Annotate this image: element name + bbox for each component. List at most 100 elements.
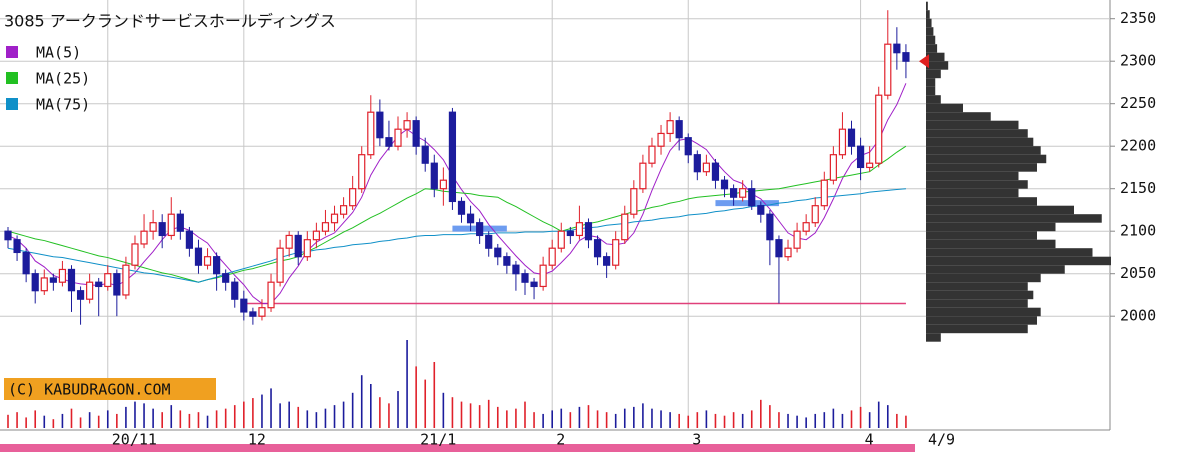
profile-bar: [926, 112, 991, 121]
volume-bar: [106, 410, 109, 428]
profile-bar: [926, 231, 1037, 240]
plot: [4, 1, 1111, 428]
volume-bar: [868, 412, 871, 428]
x-tick-label: 3: [692, 431, 701, 449]
candle-body: [466, 213, 475, 224]
y-tick-label: 2250: [1120, 94, 1156, 112]
profile-bar: [926, 333, 941, 342]
candle-body: [185, 230, 193, 249]
volume-bar: [605, 412, 608, 428]
candle-body: [584, 222, 593, 241]
volume-bar: [515, 408, 517, 428]
volume-bar: [850, 410, 853, 428]
candle-body: [457, 200, 466, 215]
candle-body: [240, 298, 248, 313]
y-tick-label: 2150: [1120, 179, 1156, 197]
volume-bar: [533, 412, 535, 428]
ma-line: [7, 145, 907, 283]
volume-bar: [596, 410, 599, 428]
candle-body: [339, 205, 348, 215]
volume-bar: [587, 405, 590, 428]
profile-bar: [926, 129, 1028, 138]
volume-bar: [79, 417, 82, 428]
candle-body: [775, 239, 783, 258]
volume-bar: [243, 401, 245, 428]
volume-bar: [34, 410, 37, 428]
candle-body: [403, 120, 411, 130]
candle-body: [539, 264, 547, 288]
volume-bar: [197, 412, 200, 428]
candle-body: [702, 162, 710, 173]
candle-body: [312, 230, 320, 241]
candle-body: [657, 132, 665, 147]
profile-bar: [926, 205, 1074, 215]
profile-bar: [926, 222, 1056, 232]
candle-body: [95, 281, 103, 288]
volume-bar: [116, 413, 118, 428]
volume-bar: [143, 403, 145, 428]
candle-body: [358, 154, 366, 190]
candle-body: [548, 247, 556, 266]
profile-bar: [926, 248, 1093, 257]
x-tick-label: 12: [248, 431, 266, 449]
volume-bar: [760, 399, 762, 428]
candle-body: [31, 273, 39, 292]
volume-bar: [877, 401, 880, 428]
candle-body: [40, 277, 48, 292]
profile-bar: [926, 103, 963, 113]
volume-bar: [805, 417, 807, 428]
candle-body: [711, 162, 720, 181]
volume-bar: [424, 379, 427, 428]
legend-swatch: [6, 72, 18, 84]
profile-bar: [926, 44, 938, 53]
candle-body: [675, 120, 683, 139]
candle-body: [149, 222, 157, 232]
candle-body: [249, 311, 257, 317]
profile-bar: [926, 171, 1019, 181]
volume-bar: [333, 405, 336, 428]
volume-bar: [451, 397, 454, 428]
candle-body: [376, 111, 384, 139]
volume-bar: [388, 403, 390, 428]
candle-body: [22, 251, 30, 275]
candle-body: [621, 213, 629, 241]
y-tick-label: 2000: [1120, 307, 1156, 325]
volume-bar: [651, 408, 653, 428]
candle-body: [693, 154, 701, 173]
volume-bar: [723, 415, 726, 428]
candle-body: [49, 277, 57, 283]
candle-body: [285, 234, 293, 249]
volume-bar: [542, 413, 544, 428]
candle-body: [793, 230, 801, 249]
volume-bar: [7, 414, 9, 428]
volume-bar: [896, 413, 898, 428]
volume-bar: [433, 362, 436, 428]
candle-body: [167, 213, 175, 237]
profile-bar: [926, 307, 1041, 317]
volume-bar: [750, 410, 753, 428]
profile-bar: [926, 69, 941, 79]
volume-bar: [406, 340, 408, 428]
candle-body: [875, 94, 883, 164]
volume-bar: [342, 401, 345, 428]
volume-bar: [859, 406, 862, 428]
profile-bar: [926, 163, 1037, 172]
profile-bar: [926, 239, 1056, 249]
volume-bar: [288, 401, 290, 428]
candle-body: [276, 247, 284, 283]
candle-body: [838, 128, 847, 156]
volume-bar: [886, 405, 889, 428]
candle-body: [603, 256, 611, 266]
volume-bar: [678, 413, 680, 428]
x-tick-label: 21/1: [420, 431, 456, 449]
y-tick-label: 2300: [1120, 52, 1156, 70]
ma-line: [7, 188, 906, 283]
candle-body: [476, 222, 484, 237]
volume-bar: [25, 417, 27, 428]
candle-body: [748, 188, 756, 207]
candle-body: [86, 281, 94, 300]
volume-bar: [306, 410, 309, 428]
legend-label: MA(25): [36, 70, 90, 88]
